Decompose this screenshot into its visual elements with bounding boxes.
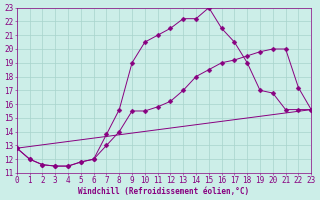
X-axis label: Windchill (Refroidissement éolien,°C): Windchill (Refroidissement éolien,°C) [78, 187, 250, 196]
